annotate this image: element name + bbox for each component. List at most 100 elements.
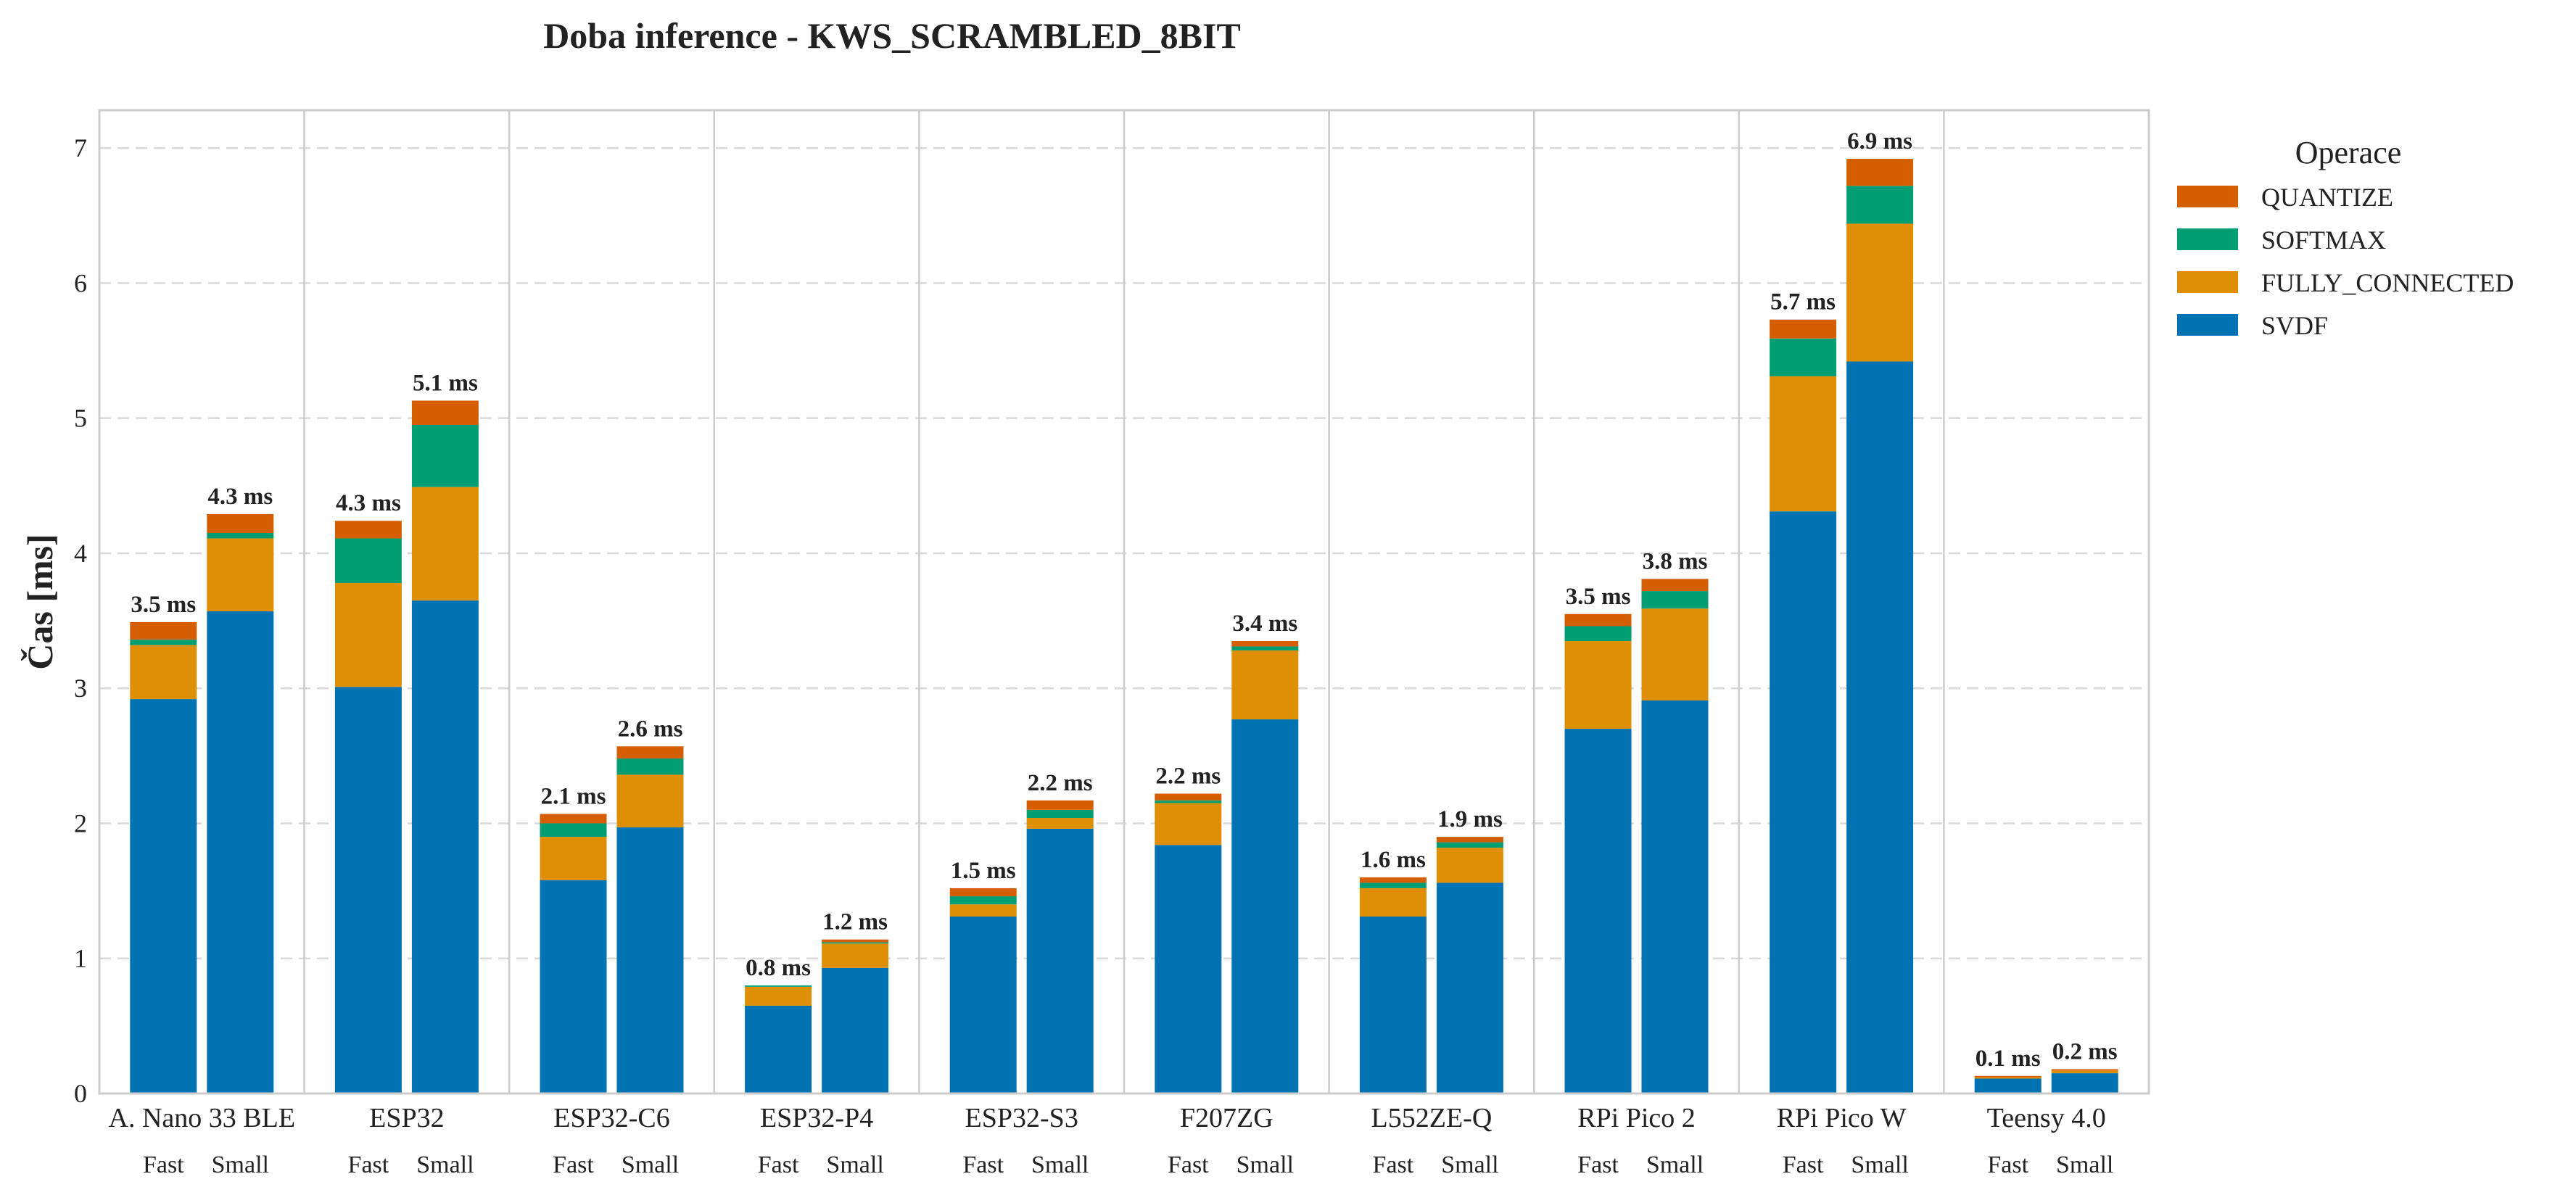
plot-frame [98, 109, 2150, 1095]
bar-segment-softmax [207, 533, 274, 539]
bar-segment-quantize [1846, 159, 1914, 186]
bars [130, 159, 2118, 1093]
bar-total-label: 3.5 ms [1566, 584, 1631, 610]
legend-item-label: SOFTMAX [2261, 226, 2386, 255]
bar-segment-svdf [1641, 700, 1709, 1093]
variant-label: Fast [1987, 1151, 2028, 1178]
bar-total-label: 3.8 ms [1643, 548, 1708, 574]
y-tick-label: 5 [74, 404, 87, 433]
bar-segment-softmax [334, 538, 402, 583]
bar-segment-svdf [1359, 916, 1427, 1093]
bar-total-label: 0.8 ms [746, 955, 811, 981]
bar-segment-fully-connected [411, 487, 479, 601]
chart-title: Doba inference - KWS_SCRAMBLED_8BIT [543, 15, 1241, 56]
bar-segment-quantize [1155, 793, 1222, 801]
bar-total-label: 3.5 ms [131, 592, 196, 618]
legend-title: Operace [2295, 135, 2402, 170]
bar-segment-svdf [1436, 882, 1503, 1093]
bar-segment-quantize [949, 888, 1017, 897]
bar-total-label: 4.3 ms [336, 490, 401, 516]
legend-item-label: SVDF [2261, 311, 2328, 340]
bar-total-label: 0.1 ms [1976, 1046, 2041, 1072]
bar-total-label: 2.2 ms [1028, 770, 1093, 796]
variant-label: Small [826, 1151, 883, 1178]
bar-segment-fully-connected [540, 837, 607, 880]
bar-segment-softmax [822, 942, 889, 944]
bar-segment-fully-connected [207, 538, 274, 612]
device-label: RPi Pico 2 [1577, 1103, 1696, 1133]
y-tick-label: 7 [74, 133, 87, 162]
device-label: F207ZG [1180, 1103, 1273, 1133]
bar-segment-svdf [745, 1005, 812, 1093]
legend-swatch [2177, 186, 2238, 207]
bar-segment-fully-connected [1770, 376, 1837, 512]
bar-total-label: 5.1 ms [413, 370, 478, 396]
bar-segment-svdf [1770, 511, 1837, 1093]
bar-segment-softmax [616, 758, 684, 775]
bar-segment-svdf [949, 916, 1017, 1093]
bar-segment-svdf [130, 699, 197, 1093]
bar-segment-quantize [411, 400, 479, 425]
y-tick-label: 6 [74, 268, 87, 297]
bar-total-label: 1.5 ms [951, 858, 1016, 884]
bar-segment-softmax [540, 823, 607, 838]
bar-total-label: 4.3 ms [207, 484, 273, 510]
bar-segment-fully-connected [1359, 888, 1427, 917]
legend-item-label: QUANTIZE [2261, 183, 2393, 212]
bar-segment-fully-connected [1846, 223, 1914, 362]
bar-segment-quantize [2051, 1069, 2118, 1071]
bar-segment-svdf [1564, 729, 1632, 1093]
bar-segment-quantize [1359, 877, 1427, 883]
variant-label: Fast [1577, 1151, 1619, 1178]
bar-segment-fully-connected [2051, 1070, 2118, 1074]
y-axis-label: Čas [ms] [20, 534, 60, 669]
device-label: A. Nano 33 BLE [109, 1103, 296, 1133]
bar-segment-svdf [1974, 1078, 2042, 1093]
bar-segment-fully-connected [130, 645, 197, 700]
bar-segment-softmax [1436, 842, 1503, 848]
bar-segment-softmax [1564, 626, 1632, 642]
variant-label: Small [212, 1151, 269, 1178]
bar-segment-svdf [616, 827, 684, 1093]
bar-segment-fully-connected [1436, 848, 1503, 883]
bar-segment-svdf [1231, 719, 1299, 1093]
bar-segment-softmax [1641, 591, 1709, 609]
variant-label: Fast [1373, 1151, 1414, 1178]
bar-segment-svdf [2051, 1073, 2118, 1093]
bar-total-label: 3.4 ms [1232, 611, 1297, 637]
data-labels: 3.5 ms 4.3 ms 4.3 ms 5.1 ms 2.1 ms 2.6 ms 0.8 … [131, 128, 2117, 1072]
legend-swatch [2177, 271, 2238, 293]
device-label: ESP32 [369, 1103, 444, 1133]
y-tick-label: 3 [74, 674, 87, 703]
bar-segment-fully-connected [949, 904, 1017, 917]
bar-segment-fully-connected [1641, 608, 1709, 700]
bar-segment-svdf [1026, 828, 1094, 1093]
bar-total-label: 2.1 ms [541, 783, 606, 809]
legend-swatch [2177, 314, 2238, 336]
variant-label: Fast [1168, 1151, 1209, 1178]
bar-total-label: 0.2 ms [2052, 1038, 2118, 1064]
bar-segment-svdf [334, 687, 402, 1093]
bar-total-label: 1.6 ms [1361, 847, 1426, 873]
variant-label: Fast [348, 1151, 389, 1178]
device-label: Teensy 4.0 [1987, 1103, 2106, 1133]
device-label: ESP32-S3 [965, 1103, 1078, 1133]
bar-segment-quantize [1770, 319, 1837, 339]
bar-segment-softmax [1026, 809, 1094, 819]
variant-label: Small [1851, 1151, 1908, 1178]
bar-segment-fully-connected [334, 582, 402, 687]
legend: Operace QUANTIZE SOFTMAX FULLY_CONNECTED SV… [2177, 135, 2514, 340]
bar-segment-quantize [334, 521, 402, 539]
bar-segment-svdf [822, 967, 889, 1093]
bar-segment-softmax [1231, 646, 1299, 651]
bar-segment-quantize [207, 513, 274, 534]
bar-segment-quantize [1564, 613, 1632, 627]
device-separators [303, 110, 1945, 1093]
variant-label: Small [2056, 1151, 2113, 1178]
bar-segment-svdf [1155, 845, 1222, 1093]
bar-total-label: 1.2 ms [822, 909, 888, 935]
y-tick-label: 1 [74, 944, 87, 973]
bar-segment-svdf [540, 880, 607, 1093]
bar-segment-fully-connected [1974, 1077, 2042, 1079]
